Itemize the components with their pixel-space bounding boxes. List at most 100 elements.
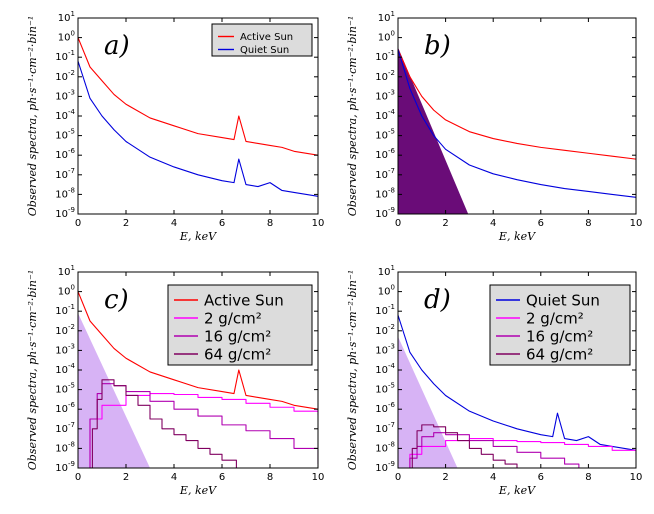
panel-label: d) (424, 285, 451, 315)
x-tick-label: 10 (312, 472, 325, 483)
y-axis-label: Observed spectra, ph·s⁻¹·cm⁻²·bin⁻¹ (346, 270, 359, 470)
y-axis-label: Observed spectra, ph·s⁻¹·cm⁻²·bin⁻¹ (346, 16, 359, 216)
series-line-active-sun (78, 37, 318, 156)
series-line-2-g-cm (81, 392, 318, 468)
y-tick-label: 10-5 (55, 128, 75, 142)
y-tick-label: 10-3 (55, 342, 75, 356)
x-tick-label: 4 (171, 218, 177, 229)
x-tick-label: 2 (123, 472, 129, 483)
y-tick-label: 100 (58, 30, 75, 44)
x-tick-label: 0 (75, 472, 81, 483)
y-tick-label: 10-9 (375, 206, 395, 220)
panel-label: c) (104, 285, 129, 315)
legend-entry: Quiet Sun (526, 291, 600, 309)
panel-c: 0 2 4 6 8 10 10-9 10-8 10-7 10-6 10-5 10-4 10-3 10-2 1… (26, 264, 324, 497)
y-tick-label: 10-4 (55, 108, 75, 122)
filled-area-lilac-band (398, 336, 458, 468)
series-line-2-g-cm (401, 438, 636, 468)
panel-d-plot-area (398, 314, 636, 468)
y-tick-label: 10-7 (375, 421, 395, 435)
x-tick-label: 8 (267, 472, 273, 483)
legend-entry: 16 g/cm² (204, 327, 271, 345)
y-tick-label: 10-8 (375, 186, 395, 200)
y-tick-label: 10-5 (55, 382, 75, 396)
y-tick-label: 10-3 (375, 342, 395, 356)
x-tick-label: 8 (585, 218, 591, 229)
x-tick-label: 10 (630, 218, 643, 229)
y-tick-label: 10-3 (55, 88, 75, 102)
x-tick-label: 2 (442, 472, 448, 483)
panel-b-plot-area (398, 47, 636, 214)
y-tick-label: 10-7 (55, 167, 75, 181)
series-line-quiet-sun (398, 314, 636, 451)
y-tick-label: 101 (58, 10, 75, 24)
y-axis-label: Observed spectra, ph·s⁻¹·cm⁻²·bin⁻¹ (26, 270, 39, 470)
panel-label: b) (424, 31, 451, 61)
legend-entry: Active Sun (204, 291, 284, 309)
y-tick-label: 100 (378, 284, 395, 298)
y-tick-label: 10-9 (55, 460, 75, 474)
y-tick-label: 10-8 (375, 440, 395, 454)
y-tick-label: 10-2 (55, 69, 75, 83)
panel-label: a) (104, 31, 130, 61)
y-axis-label: Observed spectra, ph·s⁻¹·cm⁻²·bin⁻¹ (26, 16, 39, 216)
legend-entry: 2 g/cm² (204, 309, 262, 327)
filled-area-lilac-band (78, 313, 150, 468)
series-line-16-g-cm (85, 383, 318, 468)
x-tick-label: 6 (538, 472, 544, 483)
y-tick-label: 10-1 (55, 303, 75, 317)
y-tick-label: 10-6 (375, 147, 395, 161)
panel-c-plot-area (78, 291, 318, 468)
y-tick-label: 10-2 (375, 69, 395, 83)
legend-entry: 64 g/cm² (204, 345, 271, 363)
y-tick-label: 10-2 (55, 323, 75, 337)
x-tick-label: 6 (219, 218, 225, 229)
y-tick-label: 10-3 (375, 88, 395, 102)
series-line-quiet-sun (78, 60, 318, 197)
legend-box (167, 284, 313, 366)
y-tick-label: 100 (378, 30, 395, 44)
x-tick-label: 2 (442, 218, 448, 229)
series-line-64-g-cm (87, 379, 237, 468)
legend-entry: Quiet Sun (240, 45, 289, 56)
series-line-active-sun (398, 49, 636, 160)
y-tick-label: 10-7 (55, 421, 75, 435)
y-tick-label: 101 (378, 264, 395, 278)
y-tick-label: 101 (58, 264, 75, 278)
y-tick-label: 10-7 (375, 167, 395, 181)
x-tick-label: 6 (219, 472, 225, 483)
y-tick-label: 100 (58, 284, 75, 298)
x-tick-label: 4 (171, 472, 177, 483)
y-tick-label: 10-8 (55, 440, 75, 454)
legend-box (489, 284, 631, 366)
y-tick-label: 10-4 (55, 362, 75, 376)
series-line-quiet-sun (398, 49, 636, 198)
y-tick-label: 10-5 (375, 382, 395, 396)
x-tick-label: 8 (585, 472, 591, 483)
panel-d: 0 2 4 6 8 10 10-9 10-8 10-7 10-6 10-5 10-4 10-3 10-2 1… (346, 264, 642, 497)
x-axis-label: E, keV (179, 484, 217, 497)
x-tick-label: 2 (123, 218, 129, 229)
x-tick-label: 0 (75, 218, 81, 229)
legend-entry: 16 g/cm² (526, 327, 593, 345)
y-tick-label: 10-1 (375, 303, 395, 317)
y-tick-label: 10-9 (375, 460, 395, 474)
y-tick-label: 10-6 (55, 147, 75, 161)
x-tick-label: 4 (490, 218, 496, 229)
legend-entry: 64 g/cm² (526, 345, 593, 363)
series-line-64-g-cm (407, 424, 522, 468)
y-tick-label: 10-9 (55, 206, 75, 220)
panel-a-legend: Active Sun Quiet Sun (211, 23, 313, 57)
legend-entry: 2 g/cm² (526, 309, 584, 327)
y-tick-label: 10-1 (375, 49, 395, 63)
y-tick-label: 10-4 (375, 362, 395, 376)
series-line-active-sun (78, 291, 318, 410)
legend-entry: Active Sun (240, 32, 293, 43)
y-tick-label: 10-4 (375, 108, 395, 122)
x-tick-label: 10 (312, 218, 325, 229)
x-tick-label: 4 (490, 472, 496, 483)
y-tick-label: 10-6 (375, 401, 395, 415)
